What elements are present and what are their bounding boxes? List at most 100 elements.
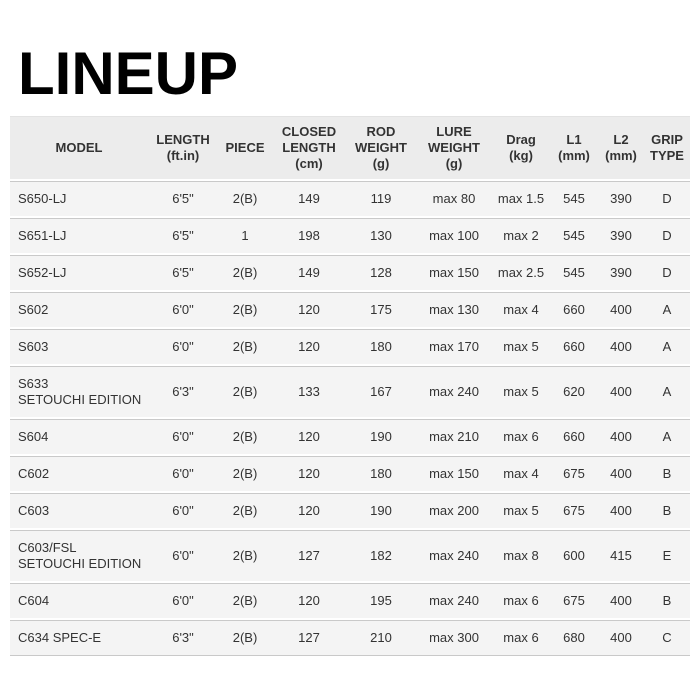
- cell-drag: max 5: [492, 329, 550, 366]
- cell-closed-length: 120: [272, 292, 346, 329]
- column-header-lure-weight: LURE WEIGHT (g): [416, 116, 492, 181]
- cell-lure-weight: max 150: [416, 456, 492, 493]
- cell-lure-weight: max 130: [416, 292, 492, 329]
- cell-closed-length: 120: [272, 583, 346, 620]
- cell-l2: 390: [598, 218, 644, 255]
- cell-grip-type: B: [644, 583, 690, 620]
- table-row: C604 6'0" 2(B) 120 195 max 240 max 6 675 400 B: [10, 583, 690, 620]
- cell-l2: 415: [598, 530, 644, 583]
- cell-l2: 390: [598, 255, 644, 292]
- cell-l1: 675: [550, 583, 598, 620]
- cell-closed-length: 120: [272, 456, 346, 493]
- cell-drag: max 6: [492, 419, 550, 456]
- cell-piece: 2(B): [218, 366, 272, 419]
- cell-lure-weight: max 210: [416, 419, 492, 456]
- cell-grip-type: C: [644, 620, 690, 656]
- cell-length: 6'3": [148, 366, 218, 419]
- cell-closed-length: 133: [272, 366, 346, 419]
- cell-length: 6'0": [148, 419, 218, 456]
- cell-rod-weight: 210: [346, 620, 416, 656]
- table-row: S651-LJ 6'5" 1 198 130 max 100 max 2 545 390 D: [10, 218, 690, 255]
- cell-grip-type: E: [644, 530, 690, 583]
- cell-l2: 390: [598, 181, 644, 218]
- cell-lure-weight: max 240: [416, 583, 492, 620]
- cell-length: 6'3": [148, 620, 218, 656]
- page-title: LINEUP: [18, 40, 239, 107]
- cell-drag: max 1.5: [492, 181, 550, 218]
- cell-drag: max 2.5: [492, 255, 550, 292]
- cell-closed-length: 120: [272, 329, 346, 366]
- table-row: C603/FSL SETOUCHI EDITION 6'0" 2(B) 127 182 m…: [10, 530, 690, 583]
- column-header-rod-weight: ROD WEIGHT (g): [346, 116, 416, 181]
- cell-model: S604: [10, 419, 148, 456]
- cell-model: C634 SPEC-E: [10, 620, 148, 656]
- cell-model: C604: [10, 583, 148, 620]
- cell-l1: 545: [550, 218, 598, 255]
- cell-closed-length: 120: [272, 419, 346, 456]
- table-row: S604 6'0" 2(B) 120 190 max 210 max 6 660 400 A: [10, 419, 690, 456]
- cell-lure-weight: max 240: [416, 530, 492, 583]
- table-row: C634 SPEC-E 6'3" 2(B) 127 210 max 300 max 6 680…: [10, 620, 690, 656]
- cell-closed-length: 149: [272, 255, 346, 292]
- cell-grip-type: D: [644, 218, 690, 255]
- cell-l1: 660: [550, 292, 598, 329]
- cell-grip-type: A: [644, 329, 690, 366]
- cell-grip-type: A: [644, 292, 690, 329]
- table-row: S652-LJ 6'5" 2(B) 149 128 max 150 max 2.5 545 39…: [10, 255, 690, 292]
- cell-closed-length: 127: [272, 620, 346, 656]
- cell-rod-weight: 190: [346, 419, 416, 456]
- cell-l1: 600: [550, 530, 598, 583]
- cell-drag: max 8: [492, 530, 550, 583]
- cell-l2: 400: [598, 292, 644, 329]
- cell-grip-type: B: [644, 456, 690, 493]
- table-row: C602 6'0" 2(B) 120 180 max 150 max 4 675 400 B: [10, 456, 690, 493]
- cell-l1: 675: [550, 456, 598, 493]
- cell-lure-weight: max 80: [416, 181, 492, 218]
- column-header-model: MODEL: [10, 116, 148, 181]
- cell-rod-weight: 130: [346, 218, 416, 255]
- table-row: S650-LJ 6'5" 2(B) 149 119 max 80 max 1.5 545 390…: [10, 181, 690, 218]
- cell-rod-weight: 182: [346, 530, 416, 583]
- cell-l1: 675: [550, 493, 598, 530]
- cell-model: S603: [10, 329, 148, 366]
- cell-closed-length: 120: [272, 493, 346, 530]
- cell-model: S650-LJ: [10, 181, 148, 218]
- cell-piece: 2(B): [218, 255, 272, 292]
- cell-lure-weight: max 300: [416, 620, 492, 656]
- cell-l1: 545: [550, 181, 598, 218]
- cell-model: S602: [10, 292, 148, 329]
- cell-rod-weight: 128: [346, 255, 416, 292]
- cell-l2: 400: [598, 456, 644, 493]
- cell-l2: 400: [598, 493, 644, 530]
- cell-length: 6'0": [148, 329, 218, 366]
- cell-l2: 400: [598, 366, 644, 419]
- cell-closed-length: 127: [272, 530, 346, 583]
- cell-grip-type: A: [644, 419, 690, 456]
- column-header-grip-type: GRIP TYPE: [644, 116, 690, 181]
- cell-closed-length: 198: [272, 218, 346, 255]
- cell-l2: 400: [598, 620, 644, 656]
- cell-length: 6'5": [148, 181, 218, 218]
- cell-drag: max 6: [492, 583, 550, 620]
- cell-length: 6'0": [148, 292, 218, 329]
- cell-piece: 2(B): [218, 530, 272, 583]
- cell-grip-type: D: [644, 181, 690, 218]
- cell-rod-weight: 167: [346, 366, 416, 419]
- cell-lure-weight: max 170: [416, 329, 492, 366]
- cell-l2: 400: [598, 329, 644, 366]
- cell-l1: 620: [550, 366, 598, 419]
- cell-length: 6'0": [148, 530, 218, 583]
- cell-model: S633 SETOUCHI EDITION: [10, 366, 148, 419]
- column-header-piece: PIECE: [218, 116, 272, 181]
- table-body: S650-LJ 6'5" 2(B) 149 119 max 80 max 1.5 545 390…: [10, 181, 690, 656]
- cell-l1: 660: [550, 329, 598, 366]
- cell-l2: 400: [598, 419, 644, 456]
- cell-drag: max 4: [492, 292, 550, 329]
- column-header-l1: L1 (mm): [550, 116, 598, 181]
- cell-rod-weight: 180: [346, 329, 416, 366]
- table-row: S602 6'0" 2(B) 120 175 max 130 max 4 660 400 A: [10, 292, 690, 329]
- cell-lure-weight: max 240: [416, 366, 492, 419]
- cell-model: C602: [10, 456, 148, 493]
- table-row: S633 SETOUCHI EDITION 6'3" 2(B) 133 167 max 2…: [10, 366, 690, 419]
- table-row: S603 6'0" 2(B) 120 180 max 170 max 5 660 400 A: [10, 329, 690, 366]
